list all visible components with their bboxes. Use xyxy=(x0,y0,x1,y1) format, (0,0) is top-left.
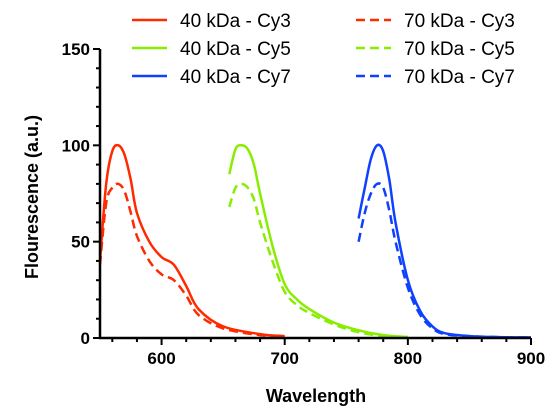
legend-label: 40 kDa - Cy5 xyxy=(180,39,291,60)
y-tick-label: 100 xyxy=(62,136,90,155)
y-axis-title: Flourescence (a.u.) xyxy=(22,115,42,279)
legend-label: 40 kDa - Cy3 xyxy=(180,11,291,32)
series-line-70-kda-cy3 xyxy=(98,182,285,338)
plot-lines xyxy=(98,143,532,339)
legend-label: 40 kDa - Cy7 xyxy=(180,67,291,88)
series-line-40-kda-cy7 xyxy=(357,143,532,339)
x-tick-label: 900 xyxy=(517,349,545,368)
x-axis-title: Wavelength xyxy=(266,386,366,406)
series-line-40-kda-cy5 xyxy=(228,143,408,339)
legend: 40 kDa - Cy3 40 kDa - Cy5 40 kDa - Cy7 70 k… xyxy=(132,11,515,88)
axes: 0 50 100 150 600 700 800 900 xyxy=(62,40,546,368)
legend-label: 70 kDa - Cy7 xyxy=(404,67,515,88)
legend-label: 70 kDa - Cy3 xyxy=(404,11,515,32)
series-line-70-kda-cy5 xyxy=(228,182,408,339)
x-tick-label: 800 xyxy=(394,349,422,368)
x-tick-label: 600 xyxy=(147,349,175,368)
y-tick-label: 150 xyxy=(62,40,90,59)
y-tick-label: 0 xyxy=(81,329,90,348)
series-line-40-kda-cy3 xyxy=(98,143,285,338)
y-tick-label: 50 xyxy=(71,233,90,252)
series-line-70-kda-cy7 xyxy=(357,182,532,339)
legend-label: 70 kDa - Cy5 xyxy=(404,39,515,60)
x-tick-label: 700 xyxy=(271,349,299,368)
